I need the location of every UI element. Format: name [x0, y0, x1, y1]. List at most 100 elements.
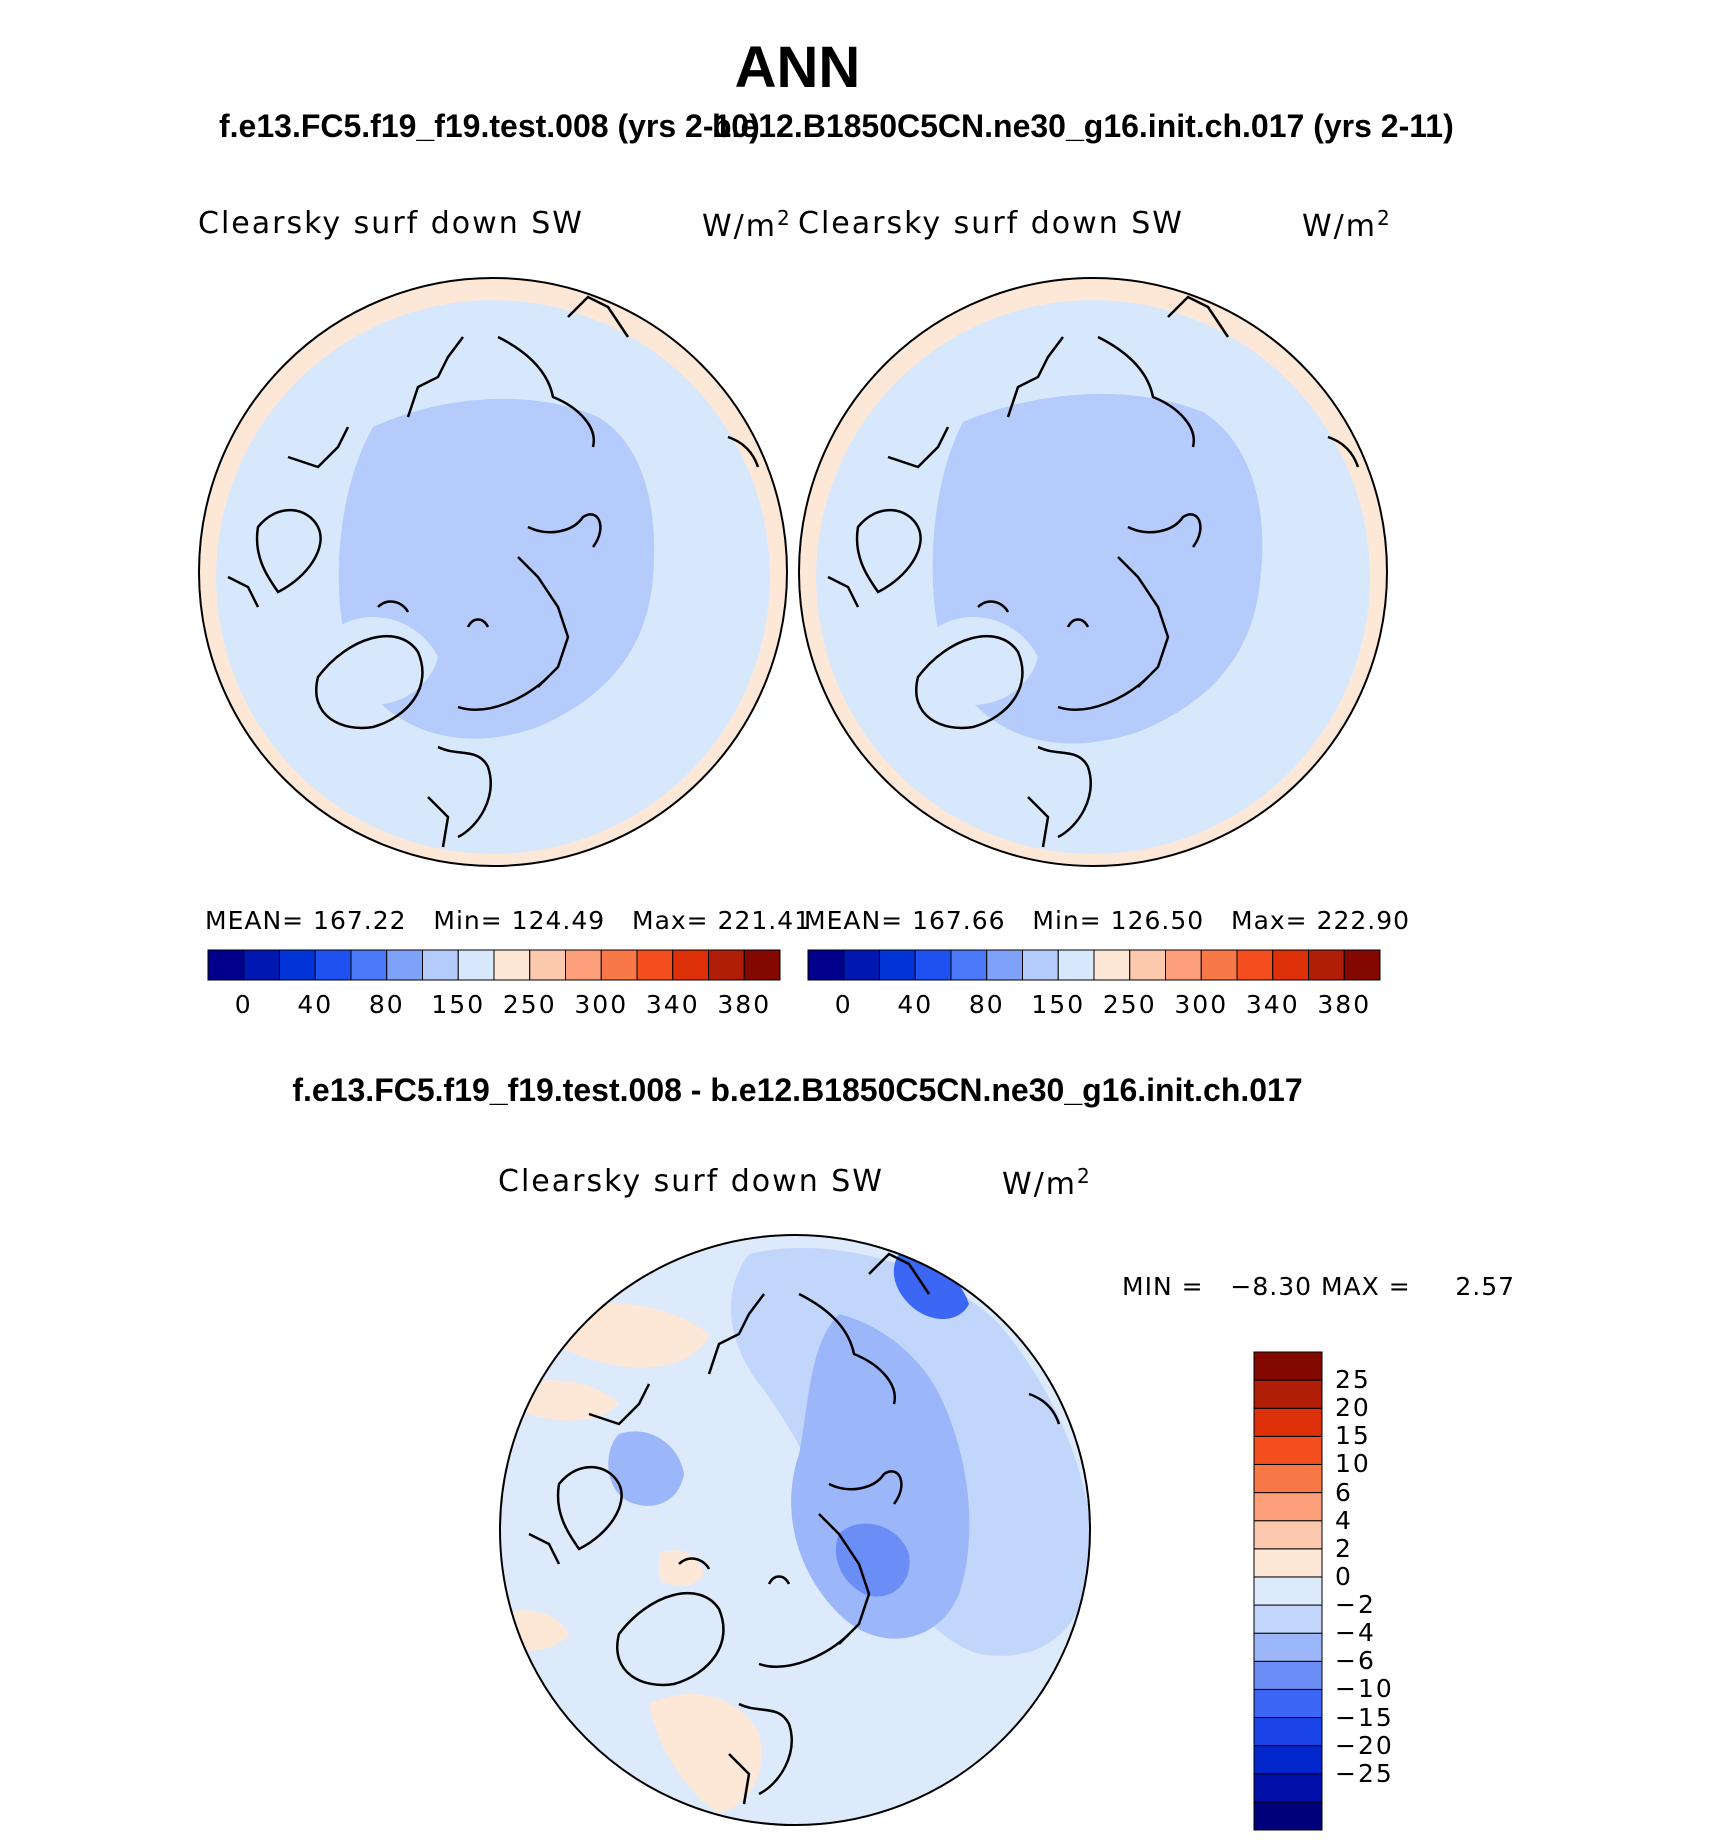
diff-tick: −6: [1335, 1646, 1376, 1676]
panel2-tick: 340: [1245, 990, 1300, 1019]
main-title: ANN: [734, 35, 861, 100]
panel1-tick: 380: [717, 990, 772, 1019]
diff-tick: −2: [1335, 1590, 1376, 1620]
panel2-tick: 150: [1031, 990, 1086, 1019]
diff-colorbar-swatch: [1253, 1407, 1323, 1437]
panel1-colorbar-swatch: [708, 949, 745, 981]
panel1-colorbar-swatch: [493, 949, 531, 981]
panel1-tick: 250: [502, 990, 557, 1019]
diff-colorbar-swatch: [1253, 1492, 1323, 1522]
diff-tick: −20: [1335, 1730, 1394, 1760]
diff-colorbar-swatch: [1253, 1801, 1323, 1831]
panel1-tick: 40: [297, 990, 334, 1019]
panel1-tick: 340: [645, 990, 700, 1019]
panel1-colorbar-swatch: [672, 949, 709, 981]
panel1-colorbar-swatch: [386, 949, 423, 981]
diff-units-label: W/m2: [1002, 1164, 1092, 1202]
panel2-coastlines: [827, 295, 1360, 848]
panel1-colorbar-ticks: 0 40 80 150 250 300 340 380: [208, 990, 780, 1020]
diff-field-pos-b: [513, 1380, 619, 1421]
case-title-left: f.e13.FC5.f19_f19.test.008 (yrs 2-10): [219, 108, 760, 144]
panel1-colorbar-swatch: [457, 949, 495, 981]
panel1-tick: 0: [234, 990, 253, 1019]
panel2-colorbar-swatch: [1236, 949, 1274, 981]
diff-tick: −4: [1335, 1618, 1376, 1648]
diff-colorbar-swatch: [1253, 1604, 1323, 1634]
panel2-colorbar-swatch: [986, 949, 1023, 981]
panel1-units-label: W/m2: [702, 206, 792, 244]
panel1-variable-label: Clearsky surf down SW: [198, 206, 584, 241]
panel2-colorbar-swatch: [1129, 949, 1166, 981]
diff-tick: 0: [1335, 1561, 1353, 1591]
panel2-stats: MEAN= 167.66 Min= 126.50 Max= 222.90: [804, 906, 1411, 935]
panel2-colorbar: [807, 949, 1381, 981]
panel2-tick: 80: [968, 990, 1005, 1019]
diff-tick: 10: [1335, 1449, 1371, 1479]
diff-tick: 2: [1335, 1533, 1353, 1563]
panel2-colorbar-swatch: [1272, 949, 1309, 981]
diff-tick: −15: [1335, 1702, 1394, 1732]
panel2-colorbar-swatch: [1165, 949, 1202, 981]
diff-colorbar-swatch: [1253, 1520, 1323, 1550]
panel2-colorbar-swatch: [843, 949, 880, 981]
diff-colorbar-swatch: [1253, 1717, 1323, 1747]
diff-field-neg4b: [608, 1431, 684, 1506]
panel1-field-greenland: [331, 617, 438, 705]
panel2-colorbar-ticks: 0 40 80 150 250 300 340 380: [808, 990, 1380, 1020]
diff-tick: 20: [1335, 1393, 1371, 1423]
diff-field-pos-a: [552, 1303, 709, 1368]
panel2-tick: 380: [1317, 990, 1372, 1019]
panel1-colorbar-swatch: [529, 949, 566, 981]
panel2-colorbar-swatch: [950, 949, 988, 981]
panel1-colorbar-swatch: [350, 949, 388, 981]
diff-colorbar-swatch: [1253, 1745, 1323, 1775]
panel2-colorbar-swatch: [1022, 949, 1059, 981]
panel1-polar-map: [198, 277, 788, 867]
diff-field-pos-c: [649, 1694, 762, 1814]
diff-field-neg6a: [835, 1523, 910, 1597]
diff-coastlines: [528, 1252, 1061, 1805]
panel2-colorbar-swatch: [807, 949, 845, 981]
diff-colorbar-swatch: [1253, 1463, 1323, 1494]
panel1-colorbar-swatch: [422, 949, 459, 981]
panel1-stats: MEAN= 167.22 Min= 124.49 Max= 221.41: [205, 906, 812, 935]
panel1-colorbar-swatch: [565, 949, 602, 981]
panel2-colorbar-swatch: [879, 949, 916, 981]
diff-colorbar-swatch: [1253, 1435, 1323, 1465]
diff-colorbar-swatch: [1253, 1379, 1323, 1409]
diff-colorbar-swatch: [1253, 1576, 1323, 1606]
diff-map-border: [499, 1234, 1091, 1826]
panel2-tick: 300: [1174, 990, 1229, 1019]
diff-variable-label: Clearsky surf down SW: [498, 1164, 884, 1199]
panel2-colorbar-swatch: [1308, 949, 1345, 981]
diff-colorbar-swatch: [1253, 1660, 1323, 1690]
panel1-colorbar-swatch: [600, 949, 638, 981]
diff-colorbar-swatch: [1253, 1351, 1323, 1381]
diff-stats: MIN = −8.30 MAX = 2.57: [1122, 1272, 1516, 1301]
panel2-colorbar-swatch: [914, 949, 952, 981]
panel1-colorbar-swatch: [743, 949, 781, 981]
panel1-colorbar: [207, 949, 781, 981]
panel1-colorbar-swatch: [636, 949, 674, 981]
diff-colorbar: [1253, 1351, 1323, 1831]
panel1-colorbar-swatch: [243, 949, 280, 981]
diff-tick: 4: [1335, 1505, 1353, 1535]
panel1-tick: 80: [368, 990, 405, 1019]
case-title-right: b.e12.B1850C5CN.ne30_g16.init.ch.017 (yr…: [712, 108, 1454, 144]
panel2-variable-label: Clearsky surf down SW: [798, 206, 1184, 241]
panel2-tick: 250: [1102, 990, 1157, 1019]
panel2-polar-map: [798, 277, 1388, 867]
panel2-colorbar-swatch: [1200, 949, 1238, 981]
panel1-coastlines: [227, 295, 760, 848]
panel2-colorbar-swatch: [1093, 949, 1131, 981]
diff-colorbar-ticks: 25 20 15 10 6 4 2 0 −2 −4 −6 −10 −15 −20…: [1335, 1352, 1455, 1830]
panel1-colorbar-swatch: [279, 949, 316, 981]
panel1-tick: 300: [574, 990, 629, 1019]
diff-colorbar-swatch: [1253, 1632, 1323, 1662]
diff-tick: −10: [1335, 1674, 1394, 1704]
panel2-field-greenland: [931, 617, 1038, 705]
diff-tick: 25: [1335, 1365, 1371, 1395]
panel2-tick: 40: [897, 990, 934, 1019]
diff-colorbar-swatch: [1253, 1773, 1323, 1803]
diff-tick: 6: [1335, 1477, 1353, 1507]
